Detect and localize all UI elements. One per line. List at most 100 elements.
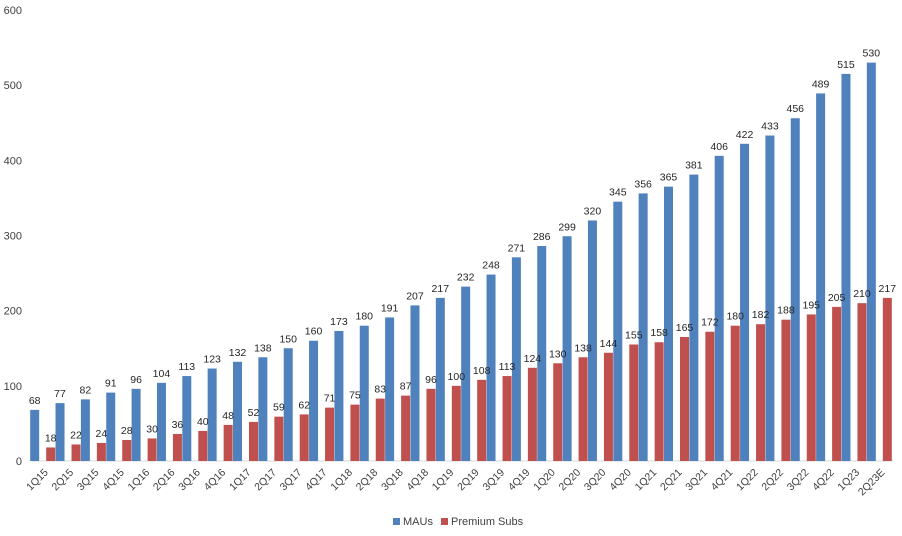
x-tick-label: 4Q16 — [202, 467, 229, 494]
data-label-mau: 422 — [736, 129, 754, 141]
data-label-premium-subs: 36 — [172, 419, 184, 431]
data-label-premium-subs: 182 — [752, 309, 770, 321]
x-tick-label: 2Q16 — [151, 467, 178, 494]
x-tick-label: 3Q19 — [481, 467, 508, 494]
bar-mau — [410, 305, 420, 461]
x-tick-label: 2Q19 — [455, 467, 482, 494]
data-label-premium-subs: 138 — [574, 342, 592, 354]
x-tick-label: 2Q23E — [856, 467, 888, 499]
data-label-premium-subs: 205 — [828, 292, 846, 304]
data-label-premium-subs: 75 — [349, 390, 361, 402]
x-tick-label: 2Q22 — [759, 467, 786, 494]
bar-premium-subs — [375, 398, 385, 461]
bar-mau — [587, 220, 597, 461]
bar-premium-subs — [603, 352, 613, 461]
data-label-premium-subs: 108 — [473, 365, 491, 377]
bar-mau — [841, 73, 851, 462]
legend-swatch-premium-subs — [441, 518, 448, 525]
data-label-mau: 68 — [29, 395, 41, 407]
x-tick-label: 4Q19 — [506, 467, 533, 494]
bar-mau — [765, 135, 775, 462]
y-tick-label: 500 — [4, 80, 22, 92]
data-label-premium-subs: 83 — [374, 384, 386, 396]
x-tick-label: 1Q20 — [531, 467, 558, 494]
data-label-mau: 150 — [279, 333, 297, 345]
data-label-premium-subs: 30 — [146, 423, 158, 435]
legend-label-maus: MAUs — [403, 516, 433, 528]
bar-premium-subs — [96, 442, 106, 461]
data-label-mau: 406 — [710, 141, 728, 153]
bar-mau — [816, 93, 826, 461]
data-label-group: 68 18 77 22 82 24 91 28 96 30 104 36 113 40 123 48 132 52… — [29, 48, 896, 445]
bar-mau — [233, 361, 242, 461]
data-label-mau: 96 — [130, 374, 142, 386]
bar-mau — [486, 274, 496, 461]
data-label-premium-subs: 210 — [853, 288, 871, 300]
data-label-premium-subs: 52 — [248, 407, 260, 419]
data-label-mau: 299 — [558, 221, 576, 233]
bar-mau — [283, 348, 293, 461]
bar-premium-subs — [857, 303, 867, 461]
data-label-mau: 91 — [105, 378, 117, 390]
data-label-mau: 180 — [355, 311, 373, 323]
data-label-mau: 232 — [457, 272, 475, 284]
bar-mau — [461, 286, 471, 461]
y-tick-label: 300 — [4, 231, 22, 243]
bar-mau — [689, 174, 699, 462]
bar-mau — [562, 236, 572, 461]
x-tick-label: 1Q18 — [328, 467, 355, 494]
data-label-premium-subs: 62 — [298, 399, 310, 411]
x-tick-label: 4Q20 — [607, 467, 634, 494]
data-label-premium-subs: 87 — [400, 381, 412, 393]
data-label-mau: 248 — [482, 260, 500, 272]
bar-mau — [511, 257, 521, 461]
x-tick-label: 2Q17 — [252, 467, 279, 494]
bar-premium-subs — [223, 424, 233, 461]
data-label-mau: 433 — [761, 121, 779, 133]
legend-label-premium-subs: Premium Subs — [451, 516, 524, 528]
bar-mau — [334, 330, 344, 461]
bar-mau — [714, 155, 724, 461]
bar-mau — [207, 368, 217, 461]
x-tick-label: 2Q21 — [658, 467, 685, 494]
data-label-mau: 345 — [609, 187, 627, 199]
data-label-mau: 82 — [80, 384, 92, 396]
y-tick-label: 600 — [4, 5, 22, 17]
data-label-premium-subs: 113 — [499, 361, 516, 373]
bar-mau — [55, 403, 65, 461]
data-label-premium-subs: 22 — [70, 429, 82, 441]
data-label-premium-subs: 40 — [197, 416, 209, 428]
data-label-mau: 271 — [508, 242, 526, 254]
bar-premium-subs — [325, 407, 335, 461]
bar-premium-subs — [46, 447, 56, 461]
bar-premium-subs — [401, 395, 411, 461]
bar-series-group — [30, 62, 892, 462]
bar-premium-subs — [680, 336, 689, 461]
bar-mau — [131, 388, 141, 461]
bar-mau — [385, 317, 395, 461]
y-tick-label: 100 — [4, 381, 22, 393]
data-label-mau: 104 — [153, 368, 171, 380]
bar-mau — [309, 340, 319, 461]
data-label-premium-subs: 144 — [600, 338, 618, 350]
data-label-premium-subs: 165 — [676, 322, 694, 334]
y-tick-label: 0 — [16, 456, 22, 468]
data-label-mau: 138 — [254, 342, 272, 354]
bar-premium-subs — [122, 439, 132, 461]
bar-mau — [359, 325, 369, 461]
bar-premium-subs — [882, 297, 892, 461]
data-label-mau: 113 — [178, 361, 195, 373]
bar-mau — [638, 193, 648, 461]
x-tick-label: 1Q15 — [24, 467, 51, 494]
data-label-mau: 489 — [812, 78, 830, 90]
bar-premium-subs — [832, 306, 842, 461]
bar-mau — [790, 118, 800, 462]
data-label-premium-subs: 48 — [222, 410, 234, 422]
bar-premium-subs — [578, 357, 588, 461]
bar-premium-subs — [299, 414, 309, 461]
data-label-premium-subs: 195 — [802, 299, 820, 311]
x-tick-label: 4Q18 — [404, 467, 431, 494]
bar-mau — [537, 246, 547, 461]
x-tick-label: 3Q20 — [582, 467, 609, 494]
